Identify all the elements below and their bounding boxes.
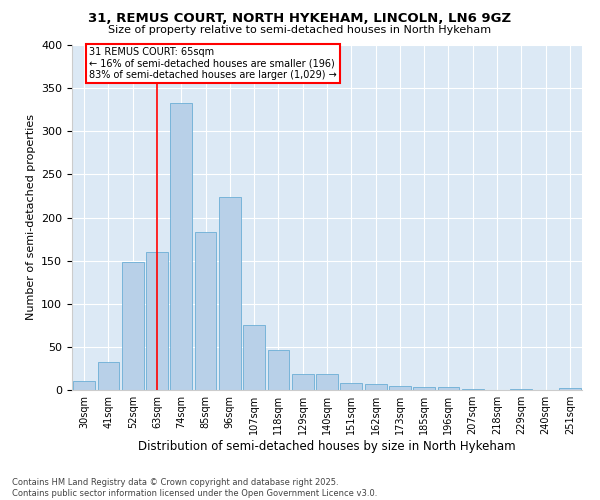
Text: Contains HM Land Registry data © Crown copyright and database right 2025.
Contai: Contains HM Land Registry data © Crown c… bbox=[12, 478, 377, 498]
Y-axis label: Number of semi-detached properties: Number of semi-detached properties bbox=[26, 114, 35, 320]
Text: 31 REMUS COURT: 65sqm
← 16% of semi-detached houses are smaller (196)
83% of sem: 31 REMUS COURT: 65sqm ← 16% of semi-deta… bbox=[89, 46, 337, 80]
Bar bbox=[268, 350, 289, 390]
Bar bbox=[511, 389, 532, 390]
Bar bbox=[437, 386, 460, 390]
Bar bbox=[73, 382, 95, 390]
Bar bbox=[122, 262, 143, 390]
X-axis label: Distribution of semi-detached houses by size in North Hykeham: Distribution of semi-detached houses by … bbox=[138, 440, 516, 453]
Bar bbox=[340, 383, 362, 390]
Text: Size of property relative to semi-detached houses in North Hykeham: Size of property relative to semi-detach… bbox=[109, 25, 491, 35]
Bar bbox=[146, 252, 168, 390]
Bar bbox=[170, 103, 192, 390]
Bar bbox=[292, 374, 314, 390]
Bar bbox=[559, 388, 581, 390]
Bar bbox=[389, 386, 411, 390]
Bar bbox=[462, 389, 484, 390]
Bar bbox=[243, 326, 265, 390]
Bar bbox=[97, 362, 119, 390]
Bar bbox=[413, 388, 435, 390]
Text: 31, REMUS COURT, NORTH HYKEHAM, LINCOLN, LN6 9GZ: 31, REMUS COURT, NORTH HYKEHAM, LINCOLN,… bbox=[88, 12, 512, 26]
Bar bbox=[219, 197, 241, 390]
Bar bbox=[316, 374, 338, 390]
Bar bbox=[194, 232, 217, 390]
Bar bbox=[365, 384, 386, 390]
